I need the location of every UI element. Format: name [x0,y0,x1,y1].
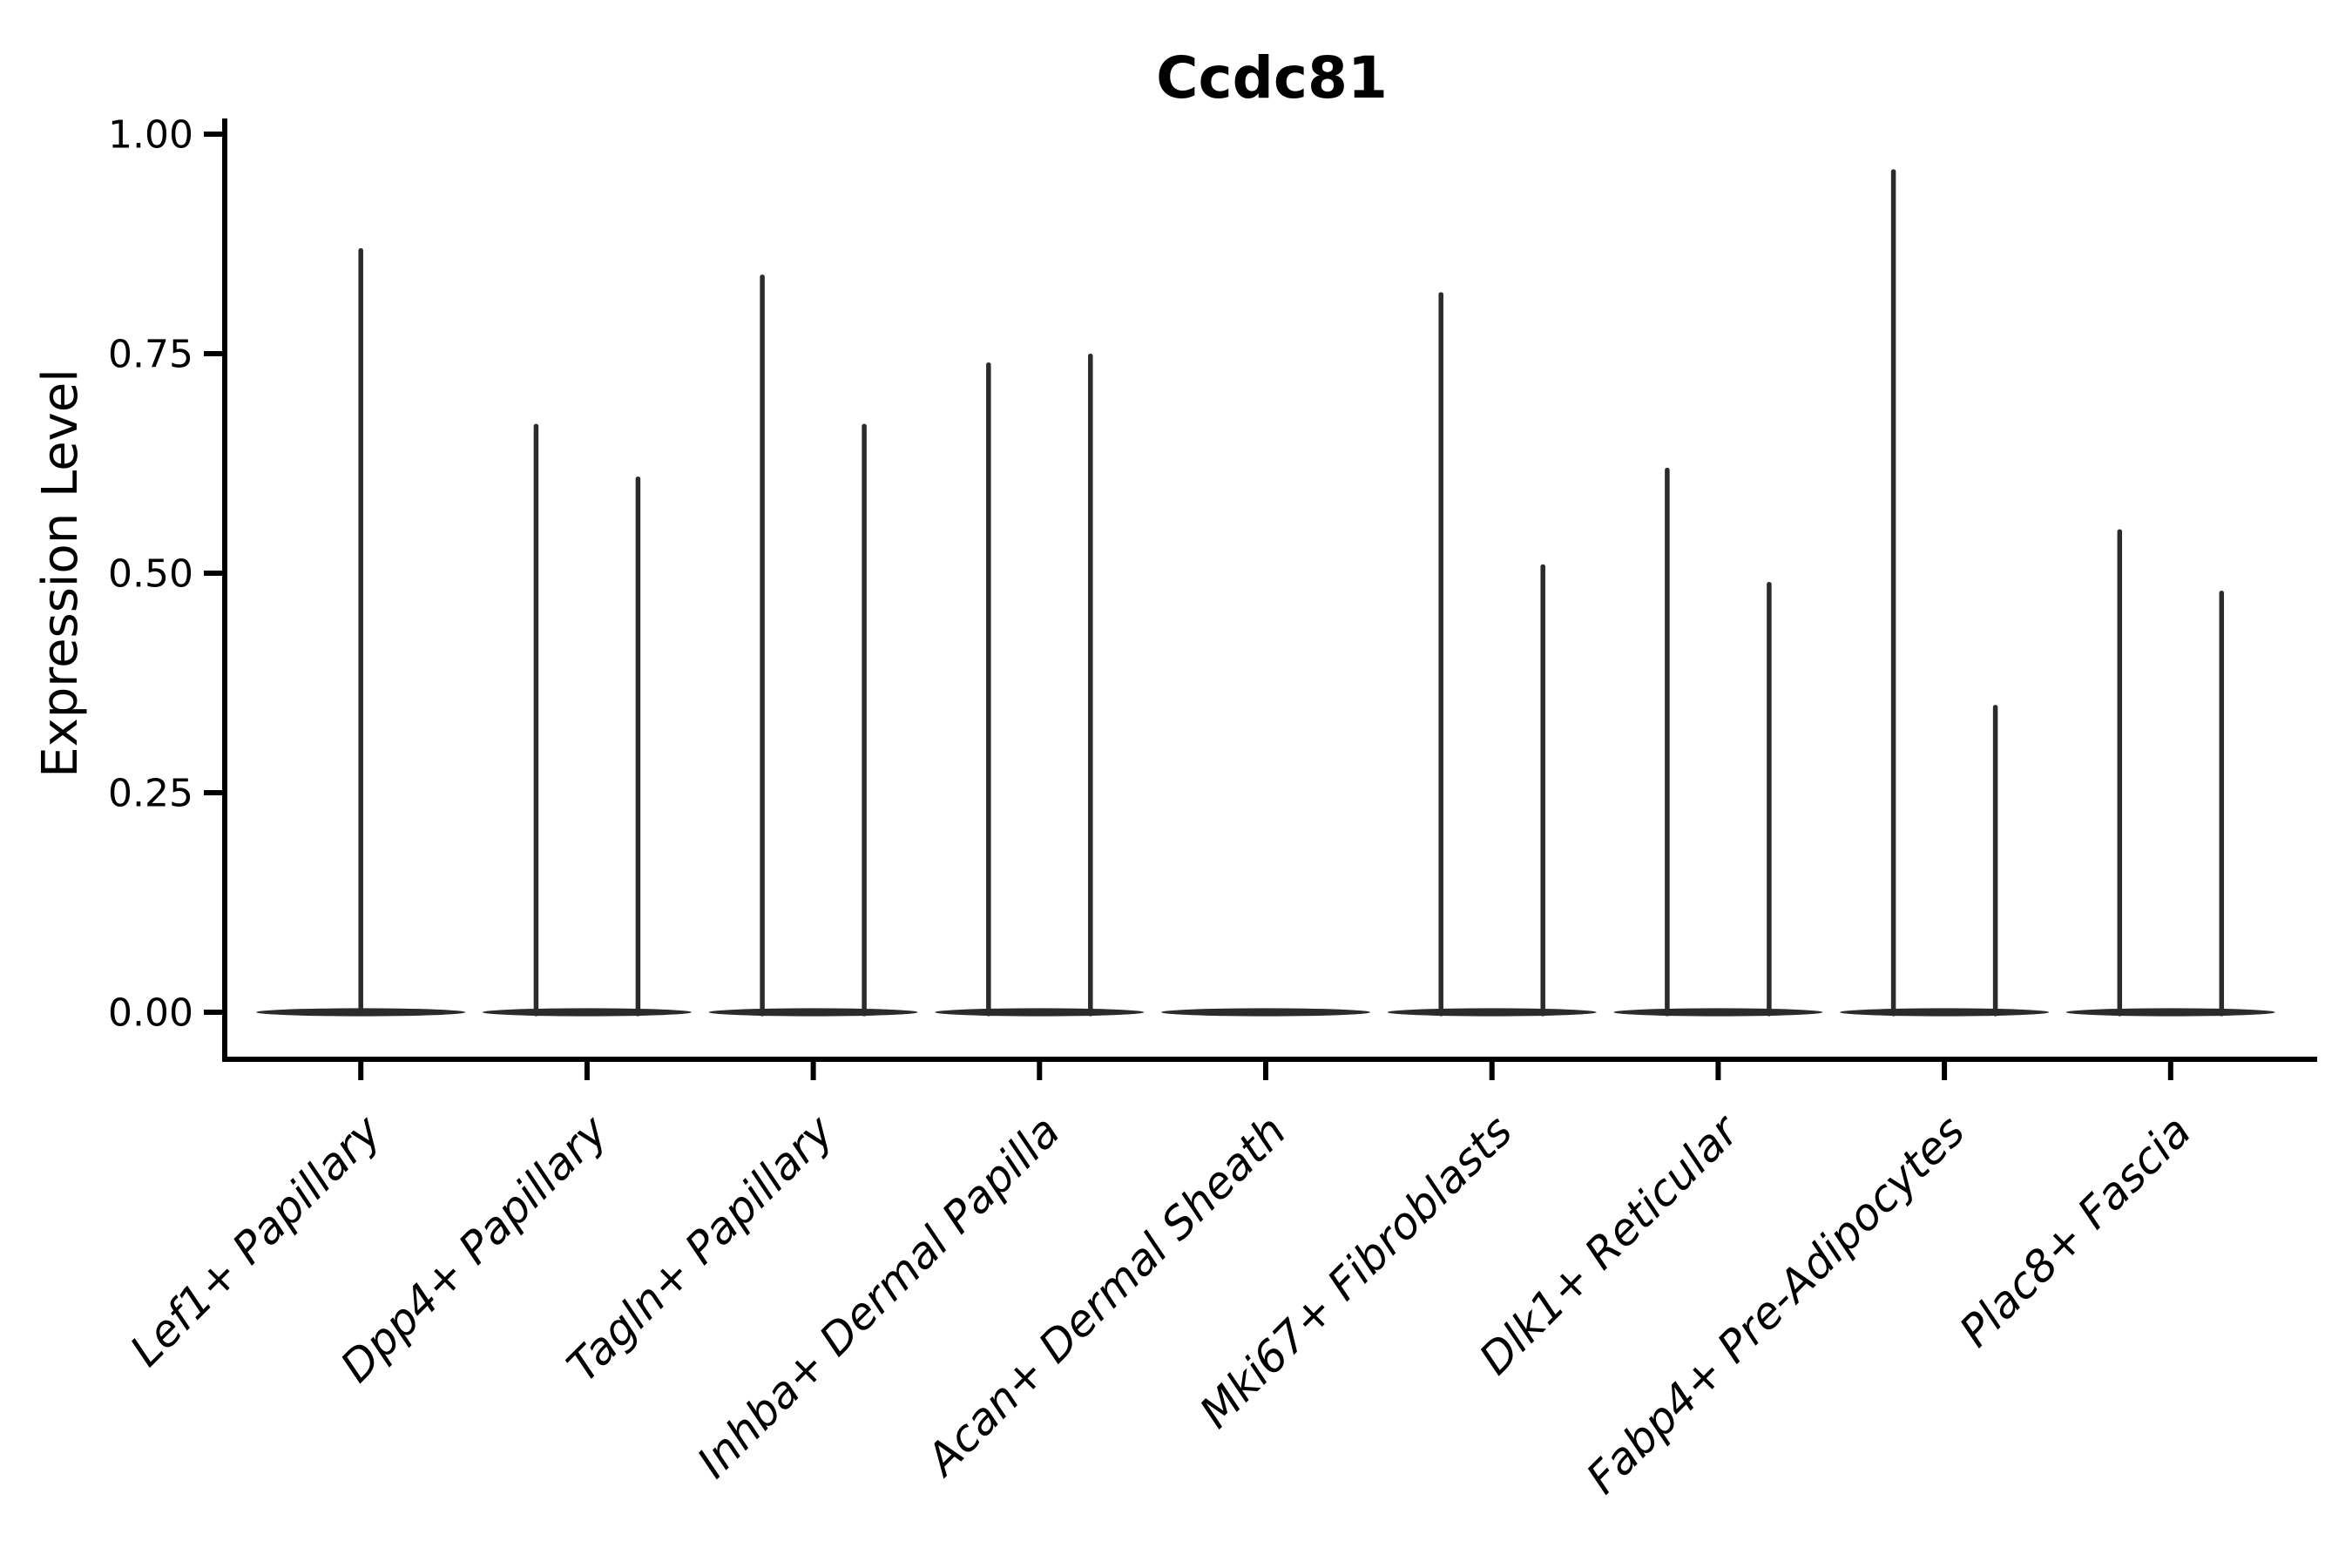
x-tick-label: Plac8+ Fascia [1950,1105,2200,1356]
violin-spike [2219,591,2225,1017]
violin-spike [533,423,539,1017]
violin-spike [635,476,641,1017]
violin-spike [1767,582,1772,1017]
y-tick-label: 0.00 [108,990,193,1035]
y-tick-label: 0.75 [108,332,193,376]
violin-body [708,1008,918,1017]
violin-body [1161,1008,1370,1017]
violin-spike [1088,354,1093,1017]
violin-body [2065,1008,2275,1017]
violin-body [482,1008,692,1017]
x-tick-label: Inhba+ Dermal Papilla [687,1105,1069,1487]
violin-spike [1992,705,1998,1017]
violin-spike [1438,292,1443,1017]
violin-spike [760,274,765,1017]
violin-spike [862,423,867,1017]
violin-spike [1665,468,1670,1017]
y-tick-label: 1.00 [108,112,193,157]
violin-spike [2117,529,2123,1017]
violin-body [1613,1008,1823,1017]
violin-body [1387,1008,1597,1017]
chart-title: Ccdc81 [1156,44,1388,112]
violin-spike [358,248,363,1017]
violin-spike [1890,169,1896,1017]
x-tick-label: Acan+ Dermal Sheath [916,1105,1296,1486]
y-tick-label: 0.25 [108,771,193,815]
x-tick-label: Fabp4+ Pre-Adipocytes [1577,1105,1975,1504]
violin-body [1840,1008,2050,1017]
violin-spike [1540,564,1545,1017]
violin-spike [986,362,991,1017]
y-axis-title: Expression Level [32,368,89,778]
y-tick-label: 0.50 [108,551,193,596]
violin-body [935,1008,1145,1017]
